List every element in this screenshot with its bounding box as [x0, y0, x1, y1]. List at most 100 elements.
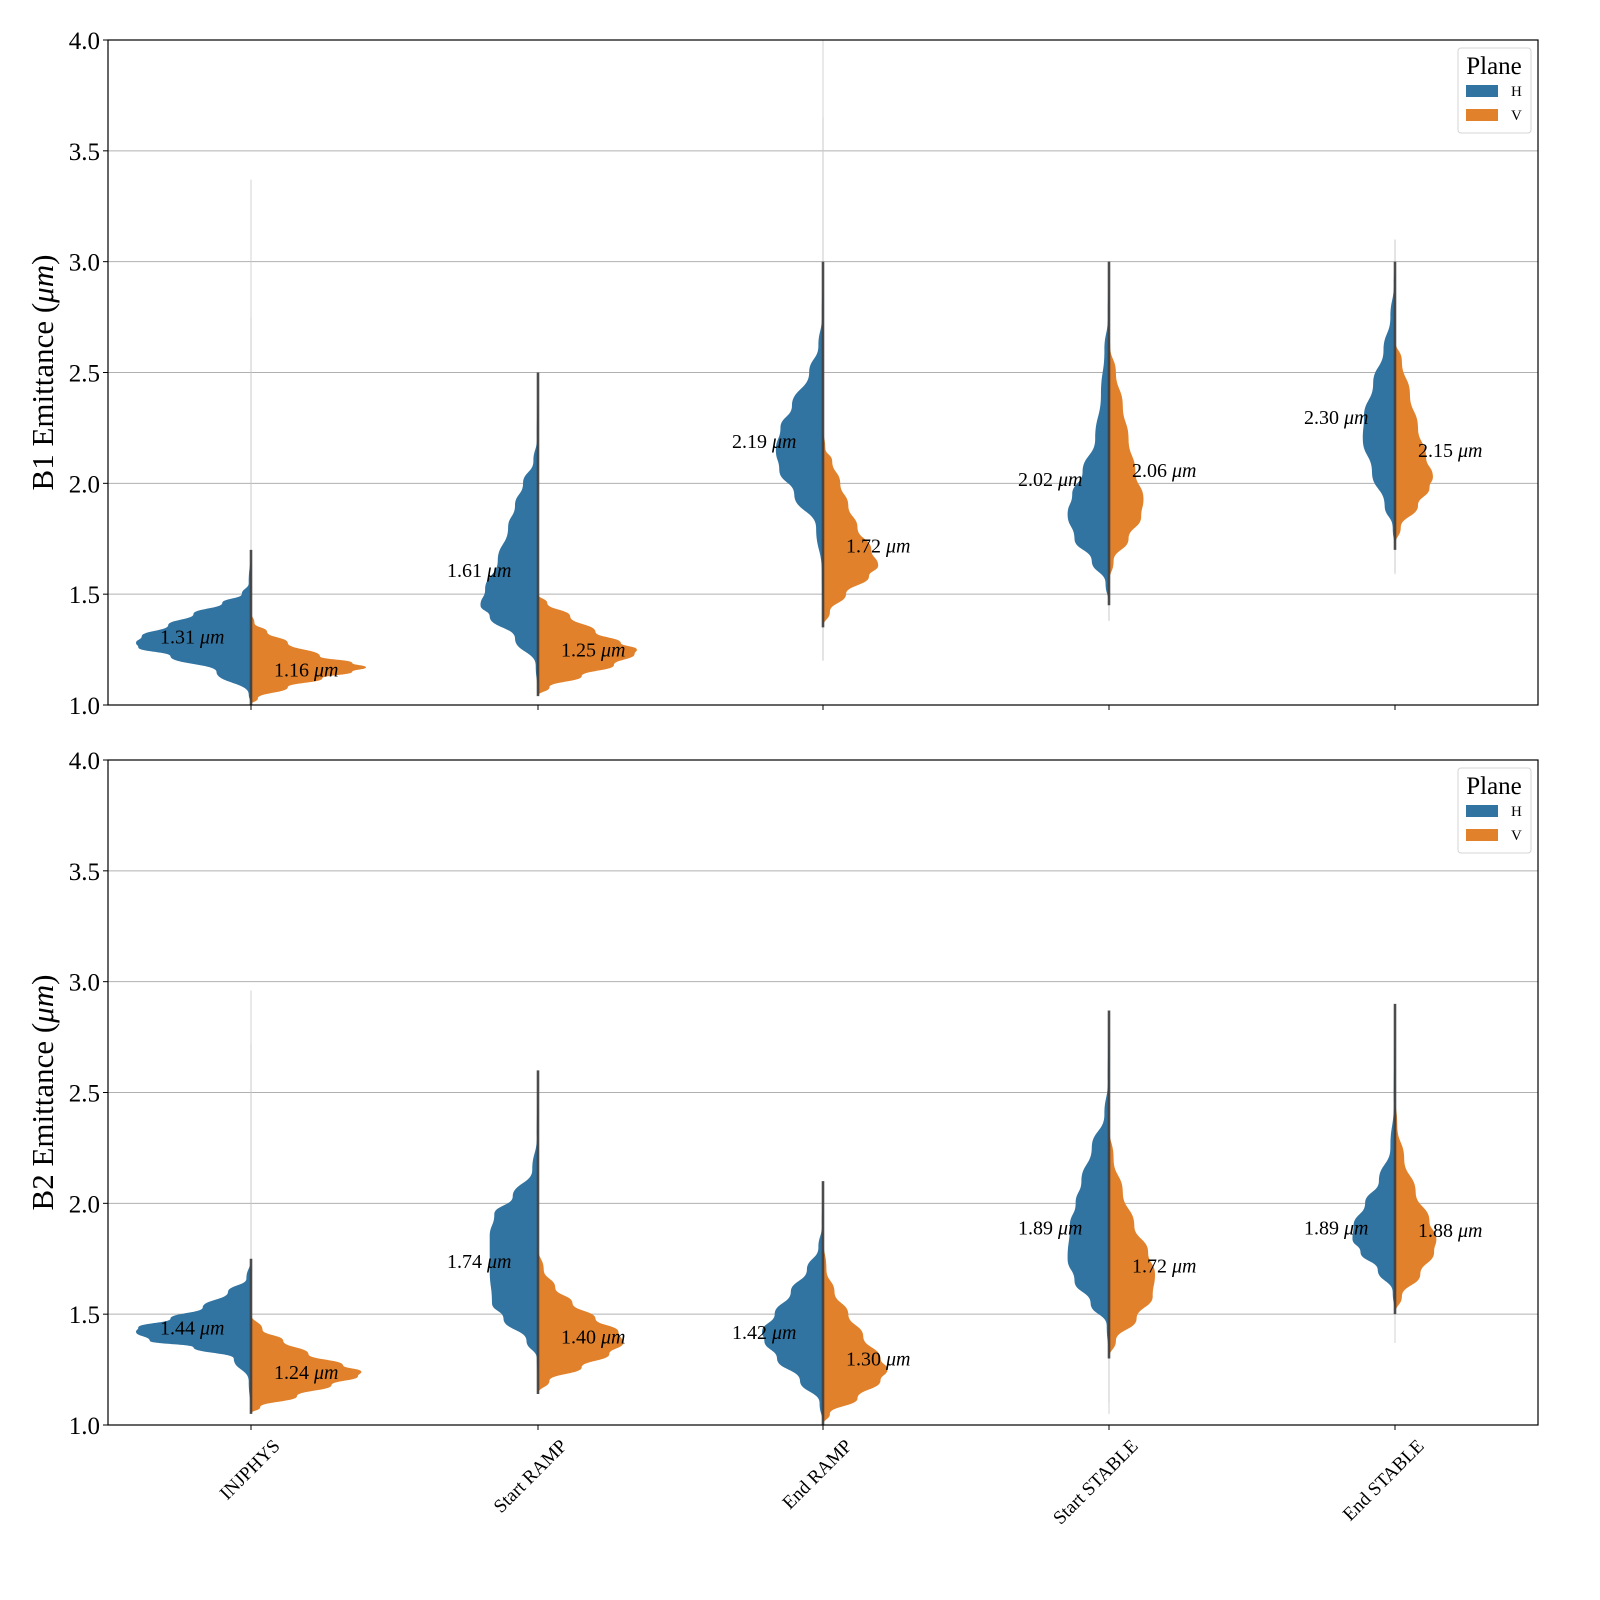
top-panel-b1: 1.31 μm1.61 μm2.19 μm2.02 μm2.30 μm1.16 …: [25, 28, 1539, 720]
x-tick-label: Start RAMP: [490, 1436, 572, 1518]
violin-v-end-stable: [1395, 339, 1433, 546]
median-value: 1.16: [274, 660, 314, 682]
median-label-h-0: 1.44 μm: [160, 1317, 224, 1339]
median-value: 1.74: [447, 1251, 487, 1273]
median-unit: μm: [1057, 1218, 1082, 1240]
median-label-h-2: 1.42 μm: [732, 1322, 796, 1344]
median-value: 2.06: [1132, 460, 1172, 482]
violin-h-injphys: [136, 549, 251, 705]
y-axis-label-unit: μm: [25, 985, 60, 1024]
y-axis-label-text: B1 Emittance (: [25, 303, 60, 491]
median-unit: μm: [1057, 469, 1082, 491]
violin-v-injphys: [251, 1314, 362, 1414]
median-label-v-4: 2.15 μm: [1418, 440, 1482, 462]
y-tick-label: 3.5: [69, 139, 100, 166]
y-tick-label: 3.0: [69, 970, 100, 997]
bottom-panel-b2: 1.44 μm1.74 μm1.42 μm1.89 μm 1.89 μm1.24 …: [25, 748, 1539, 1529]
violin-h-start-stable: [1067, 1010, 1109, 1359]
median-unit: μm: [1457, 440, 1482, 462]
legend-title: Plane: [1466, 773, 1522, 800]
violin-v-start-ramp: [538, 594, 637, 697]
median-unit: μm: [486, 560, 511, 582]
x-tick-label: Start STABLE: [1049, 1436, 1142, 1529]
x-tick-label: End RAMP: [779, 1436, 857, 1514]
violin-h-start-stable: [1067, 261, 1109, 606]
legend-swatch-v: [1466, 829, 1498, 841]
median-value: 2.19: [732, 431, 772, 453]
y-axis-label-text: B2 Emittance (: [25, 1023, 60, 1211]
median-value: 1.24: [274, 1362, 314, 1384]
violin-h-injphys: [136, 1258, 251, 1414]
y-axis-label: B2 Emittance (μm): [25, 975, 60, 1211]
median-unit: μm: [771, 1322, 796, 1344]
median-value: 1.61: [447, 560, 487, 582]
median-unit: μm: [1343, 407, 1368, 429]
y-tick-label: 2.5: [69, 361, 100, 388]
median-unit: μm: [313, 1362, 338, 1384]
legend-label-h: H: [1511, 804, 1522, 820]
violin-v-start-stable: [1109, 1125, 1155, 1359]
median-label-v-0: 1.16 μm: [274, 660, 338, 682]
median-label-h-2: 2.19 μm: [732, 431, 796, 453]
median-label-h-1: 1.74 μm: [447, 1251, 511, 1273]
median-label-h-4: 2.30 μm: [1304, 407, 1368, 429]
y-axis-label-paren: ): [25, 255, 60, 265]
legend-label-v: V: [1511, 828, 1522, 844]
median-value: 1.25: [561, 640, 601, 662]
median-label-h-4: 1.89 μm: [1304, 1218, 1368, 1240]
median-unit: μm: [199, 1317, 224, 1339]
median-unit: μm: [1171, 460, 1196, 482]
legend-label-h: H: [1511, 84, 1522, 100]
legend-swatch-v: [1466, 109, 1498, 121]
violin-v-start-stable: [1109, 328, 1144, 584]
median-value: 1.42: [732, 1322, 772, 1344]
y-tick-label: 4.0: [69, 748, 100, 775]
violin-h-end-ramp: [762, 1181, 823, 1425]
median-label-v-4: 1.88 μm: [1418, 1220, 1482, 1242]
y-tick-label: 2.0: [69, 1191, 100, 1218]
median-value: 1.40: [561, 1326, 601, 1348]
legend: Plane HV: [1457, 47, 1532, 134]
median-unit: μm: [771, 431, 796, 453]
legend-title: Plane: [1466, 53, 1522, 80]
median-unit: μm: [885, 1349, 910, 1371]
median-value: 2.15: [1418, 440, 1458, 462]
violins: [136, 40, 1433, 705]
violin-h-end-stable: [1362, 261, 1395, 550]
violin-v-end-ramp: [823, 1236, 888, 1425]
violins: [136, 990, 1437, 1425]
median-label-h-3: 1.89 μm: [1018, 1218, 1082, 1240]
median-value: 1.88: [1418, 1220, 1458, 1242]
median-unit: μm: [486, 1251, 511, 1273]
violin-h-end-ramp: [775, 261, 823, 628]
median-label-v-3: 1.72 μm: [1132, 1255, 1196, 1277]
median-unit: μm: [1457, 1220, 1482, 1242]
y-tick-label: 1.0: [69, 693, 100, 720]
median-value: 2.30: [1304, 407, 1344, 429]
violin-h-end-stable: [1352, 1003, 1395, 1315]
median-unit: μm: [600, 1326, 625, 1348]
y-axis-label-paren: ): [25, 975, 60, 985]
median-unit: μm: [199, 626, 224, 648]
legend-swatch-h: [1466, 805, 1498, 817]
y-tick-label: 3.5: [69, 859, 100, 886]
median-value: 1.31: [160, 626, 200, 648]
median-unit: μm: [1171, 1255, 1196, 1277]
median-label-v-2: 1.72 μm: [846, 535, 910, 557]
median-value: 1.89: [1304, 1218, 1344, 1240]
median-unit: μm: [885, 535, 910, 557]
y-axis-label: B1 Emittance (μm): [25, 255, 60, 491]
legend-swatch-h: [1466, 85, 1498, 97]
median-value: 2.02: [1018, 469, 1058, 491]
median-label-v-1: 1.40 μm: [561, 1326, 625, 1348]
y-tick-label: 2.5: [69, 1081, 100, 1108]
median-value: 1.44: [160, 1317, 200, 1339]
median-value: 1.72: [1132, 1255, 1172, 1277]
x-tick-label: INJPHYS: [216, 1436, 285, 1505]
median-label-h-3: 2.02 μm: [1018, 469, 1082, 491]
y-tick-label: 1.5: [69, 582, 100, 609]
y-axis-label-unit: μm: [25, 265, 60, 304]
y-tick-label: 1.5: [69, 1302, 100, 1329]
median-value: 1.72: [846, 535, 886, 557]
